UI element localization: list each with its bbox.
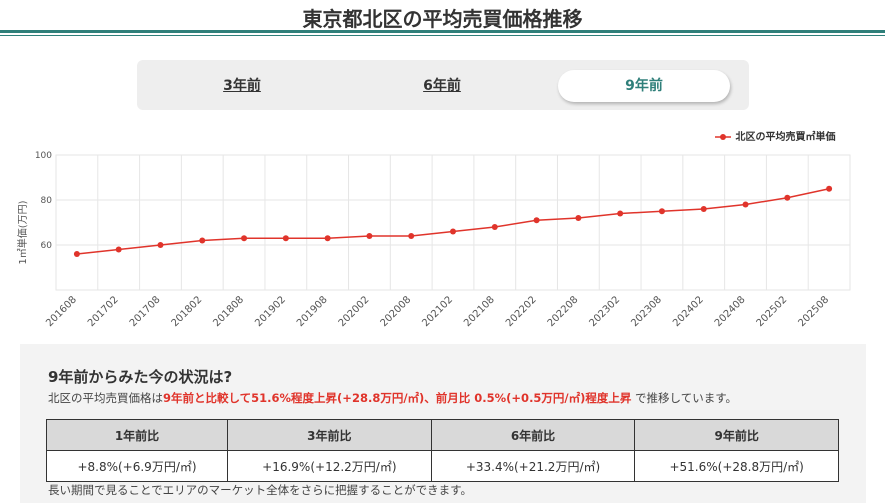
legend-label: 北区の平均売買㎡単価 bbox=[735, 132, 836, 143]
status-heading: 9年前からみた今の状況は? bbox=[48, 368, 233, 386]
data-point bbox=[784, 194, 791, 201]
summary-prefix: 北区の平均売買価格は bbox=[48, 391, 163, 405]
header-6-years: 6年前比 bbox=[430, 419, 636, 451]
tab-3-years[interactable]: 3年前 bbox=[223, 78, 261, 94]
x-tick-label: 202408 bbox=[713, 294, 748, 329]
header-1-year: 1年前比 bbox=[45, 419, 229, 451]
value-9-years: +51.6%(+28.8万円/㎡) bbox=[634, 450, 839, 482]
plot-area bbox=[55, 154, 851, 291]
y-axis-label: 1㎡単価(万円) bbox=[16, 200, 29, 264]
summary-suffix: で推移しています。 bbox=[631, 391, 738, 405]
data-point bbox=[157, 242, 164, 248]
x-tick-label: 201808 bbox=[211, 294, 246, 329]
series-line bbox=[76, 188, 830, 255]
tab-6-years[interactable]: 6年前 bbox=[423, 78, 461, 94]
comparison-header-row: 1年前比 3年前比 6年前比 9年前比 bbox=[45, 419, 839, 451]
summary-highlight: 9年前と比較して51.6%程度上昇(+28.8万円/㎡)、前月比 0.5%(+0… bbox=[163, 391, 632, 405]
data-point bbox=[700, 206, 707, 212]
x-tick-label: 202002 bbox=[337, 294, 372, 329]
header-rule-thin bbox=[0, 35, 885, 36]
data-point bbox=[282, 235, 289, 242]
data-point bbox=[533, 217, 540, 224]
y-tick-label: 60 bbox=[41, 241, 53, 251]
y-tick-label: 80 bbox=[41, 196, 53, 206]
x-tick-label: 201708 bbox=[128, 294, 163, 329]
data-point bbox=[742, 201, 749, 208]
tab-9-years[interactable]: 9年前 bbox=[558, 70, 730, 102]
data-point bbox=[366, 233, 373, 239]
x-tick-label: 202102 bbox=[420, 294, 455, 329]
comparison-table: 1年前比 3年前比 6年前比 9年前比 +8.8%(+6.9万円/㎡) +16.… bbox=[45, 419, 839, 482]
x-tick-label: 201908 bbox=[295, 294, 330, 329]
x-tick-label: 202208 bbox=[546, 294, 581, 329]
header-9-years: 9年前比 bbox=[634, 419, 839, 451]
data-point bbox=[241, 235, 248, 242]
data-point bbox=[826, 185, 833, 192]
period-tabs: 3年前 6年前 9年前 bbox=[137, 60, 749, 110]
page-title: 東京都北区の平均売買価格推移 bbox=[302, 7, 583, 31]
data-point bbox=[450, 228, 456, 235]
x-tick-label: 202302 bbox=[587, 294, 622, 329]
x-tick-label: 202502 bbox=[755, 294, 790, 329]
y-tick-label: 100 bbox=[35, 151, 52, 161]
page-header: 東京都北区の平均売買価格推移 bbox=[0, 0, 885, 40]
header-3-years: 3年前比 bbox=[227, 419, 432, 451]
data-point bbox=[73, 251, 80, 257]
x-tick-label: 201802 bbox=[170, 294, 205, 329]
data-point bbox=[491, 224, 498, 230]
x-tick-label: 202108 bbox=[462, 294, 497, 329]
value-1-year: +8.8%(+6.9万円/㎡) bbox=[45, 450, 229, 482]
status-summary: 北区の平均売買価格は9年前と比較して51.6%程度上昇(+28.8万円/㎡)、前… bbox=[48, 390, 737, 406]
data-point bbox=[115, 246, 122, 253]
x-tick-label: 201702 bbox=[86, 294, 121, 329]
value-6-years: +33.4%(+21.2万円/㎡) bbox=[430, 450, 636, 482]
status-panel: 9年前からみた今の状況は? 北区の平均売買価格は9年前と比較して51.6%程度上… bbox=[20, 344, 866, 503]
x-tick-label: 202202 bbox=[504, 294, 539, 329]
data-point bbox=[575, 215, 582, 221]
data-point bbox=[324, 235, 331, 242]
x-tick-label: 201902 bbox=[253, 294, 288, 329]
comparison-value-row: +8.8%(+6.9万円/㎡) +16.9%(+12.2万円/㎡) +33.4%… bbox=[45, 450, 839, 482]
data-point bbox=[658, 208, 665, 215]
footer-note: 長い期間で見ることでエリアのマーケット全体をさらに把握することができます。 bbox=[48, 483, 473, 497]
x-tick-label: 201608 bbox=[44, 294, 79, 329]
chart-legend[interactable]: 北区の平均売買㎡単価 bbox=[714, 128, 835, 143]
x-tick-label: 202008 bbox=[379, 294, 414, 329]
data-point bbox=[617, 210, 624, 217]
x-tick-label: 202508 bbox=[796, 294, 831, 329]
data-point bbox=[408, 233, 415, 239]
data-point bbox=[199, 237, 206, 244]
value-3-years: +16.9%(+12.2万円/㎡) bbox=[227, 450, 432, 482]
x-tick-label: 202308 bbox=[629, 294, 664, 329]
header-rule-thick bbox=[0, 30, 885, 33]
x-tick-label: 202402 bbox=[671, 294, 706, 329]
legend-line-marker-icon bbox=[715, 134, 731, 140]
